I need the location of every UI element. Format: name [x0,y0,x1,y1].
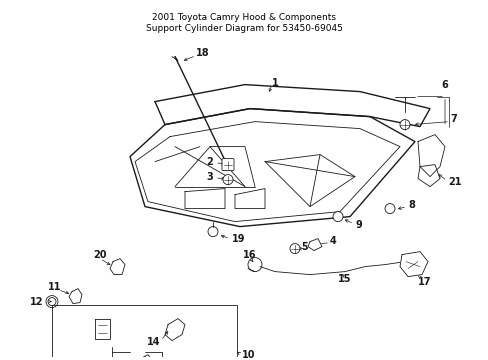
Polygon shape [417,165,439,186]
Bar [52,305,237,360]
Text: 7: 7 [449,114,456,123]
Text: 10: 10 [242,350,255,360]
Circle shape [332,212,342,222]
Text: 14: 14 [146,337,160,347]
Text: 20: 20 [93,249,106,260]
Polygon shape [417,135,444,177]
Polygon shape [69,289,82,303]
Text: 2: 2 [206,157,213,167]
Text: 4: 4 [329,235,336,246]
Circle shape [223,175,232,185]
Text: 18: 18 [196,48,209,58]
Polygon shape [307,239,321,251]
Text: 9: 9 [354,220,361,230]
Text: 6: 6 [441,80,447,90]
Text: 11: 11 [48,282,61,292]
Text: 5: 5 [301,242,307,252]
Text: 8: 8 [407,199,414,210]
Text: 3: 3 [206,172,213,181]
Text: 19: 19 [231,234,245,244]
Circle shape [289,244,299,253]
Polygon shape [155,85,429,127]
Circle shape [384,204,394,213]
Text: 17: 17 [417,276,431,287]
Polygon shape [399,252,427,276]
Polygon shape [110,258,125,275]
Text: 16: 16 [243,249,256,260]
Text: 12: 12 [30,297,43,307]
Polygon shape [130,109,414,226]
Text: 1: 1 [271,78,278,87]
FancyBboxPatch shape [222,159,234,171]
Polygon shape [135,122,399,222]
Text: 21: 21 [447,177,461,186]
Text: 15: 15 [338,274,351,284]
Text: 2001 Toyota Camry Hood & Components
Support Cylinder Diagram for 53450-69045: 2001 Toyota Camry Hood & Components Supp… [146,13,342,33]
Circle shape [399,120,409,130]
